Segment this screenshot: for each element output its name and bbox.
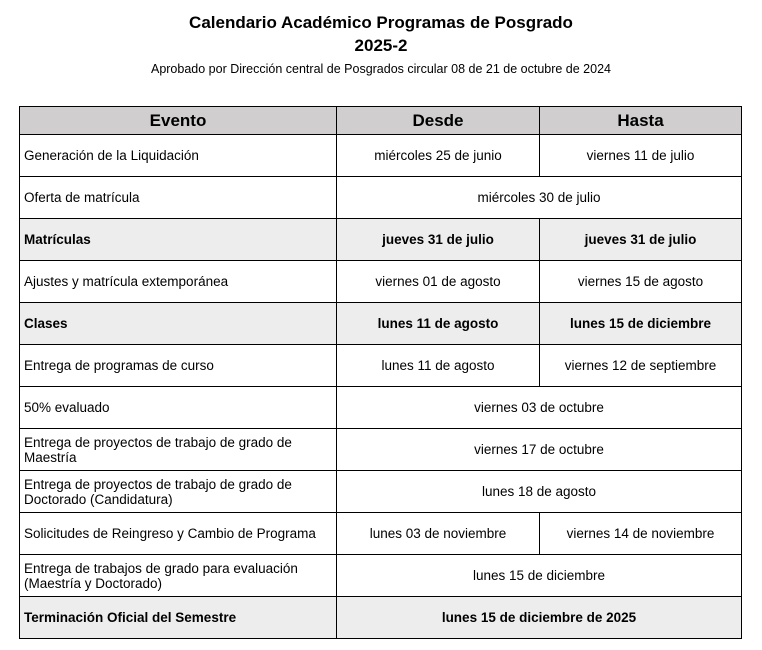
cell-evento: Oferta de matrícula [19, 176, 337, 219]
period: 2025-2 [354, 36, 408, 55]
cell-hasta: viernes 14 de noviembre [539, 512, 742, 555]
cell-desde: lunes 03 de noviembre [336, 512, 540, 555]
cell-evento: Entrega de proyectos de trabajo de grado… [19, 428, 337, 471]
calendar-table: Evento Desde Hasta Generación de la Liqu… [19, 106, 742, 639]
table-row: Terminación Oficial del Semestre lunes 15… [19, 596, 742, 639]
table-row: Entrega de proyectos de trabajo de grado… [19, 470, 742, 513]
cell-desde: miércoles 25 de junio [336, 134, 540, 177]
table-row: Matrículas jueves 31 de julio jueves 31 de… [19, 218, 742, 261]
page-title: Calendario Académico Programas de Posgra… [189, 13, 573, 32]
cell-evento: Entrega de programas de curso [19, 344, 337, 387]
cell-fecha: lunes 15 de diciembre de 2025 [336, 596, 742, 639]
table-row: Entrega de trabajos de grado para evalua… [19, 554, 742, 597]
cell-fecha: lunes 18 de agosto [336, 470, 742, 513]
cell-hasta: viernes 11 de julio [539, 134, 742, 177]
table-row: 50% evaluado viernes 03 de octubre [19, 386, 742, 429]
table-row: Clases lunes 11 de agosto lunes 15 de dici… [19, 302, 742, 345]
cell-fecha: miércoles 30 de julio [336, 176, 742, 219]
table-row: Oferta de matrícula miércoles 30 de julio [19, 176, 742, 219]
cell-fecha: lunes 15 de diciembre [336, 554, 742, 597]
cell-evento: Matrículas [19, 218, 337, 261]
cell-evento: Solicitudes de Reingreso y Cambio de Pro… [19, 512, 337, 555]
cell-desde: lunes 11 de agosto [336, 344, 540, 387]
table-row: Entrega de proyectos de trabajo de grado… [19, 428, 742, 471]
cell-desde: lunes 11 de agosto [336, 302, 540, 345]
cell-evento: Entrega de proyectos de trabajo de grado… [19, 470, 337, 513]
subtitle: Aprobado por Dirección central de Posgra… [150, 62, 611, 76]
table-row: Generación de la Liquidación miércoles 25… [19, 134, 742, 177]
cell-evento: Terminación Oficial del Semestre [19, 596, 337, 639]
cell-hasta: jueves 31 de julio [539, 218, 742, 261]
cell-evento: Clases [19, 302, 337, 345]
table-row: Solicitudes de Reingreso y Cambio de Pro… [19, 512, 742, 555]
cell-evento: Entrega de trabajos de grado para evalua… [19, 554, 337, 597]
cell-evento: Generación de la Liquidación [19, 134, 337, 177]
cell-evento: 50% evaluado [19, 386, 337, 429]
header-row: Evento Desde Hasta [19, 106, 742, 135]
cell-desde: viernes 01 de agosto [336, 260, 540, 303]
cell-desde: jueves 31 de julio [336, 218, 540, 261]
cell-hasta: lunes 15 de diciembre [539, 302, 742, 345]
cell-fecha: viernes 17 de octubre [336, 428, 742, 471]
header-evento: Evento [19, 106, 337, 135]
header-desde: Desde [336, 106, 540, 135]
table-row: Entrega de programas de curso lunes 11 de… [19, 344, 742, 387]
cell-hasta: viernes 15 de agosto [539, 260, 742, 303]
cell-fecha: viernes 03 de octubre [336, 386, 742, 429]
cell-hasta: viernes 12 de septiembre [539, 344, 742, 387]
header-hasta: Hasta [539, 106, 742, 135]
table-row: Ajustes y matrícula extemporánea viernes … [19, 260, 742, 303]
cell-evento: Ajustes y matrícula extemporánea [19, 260, 337, 303]
